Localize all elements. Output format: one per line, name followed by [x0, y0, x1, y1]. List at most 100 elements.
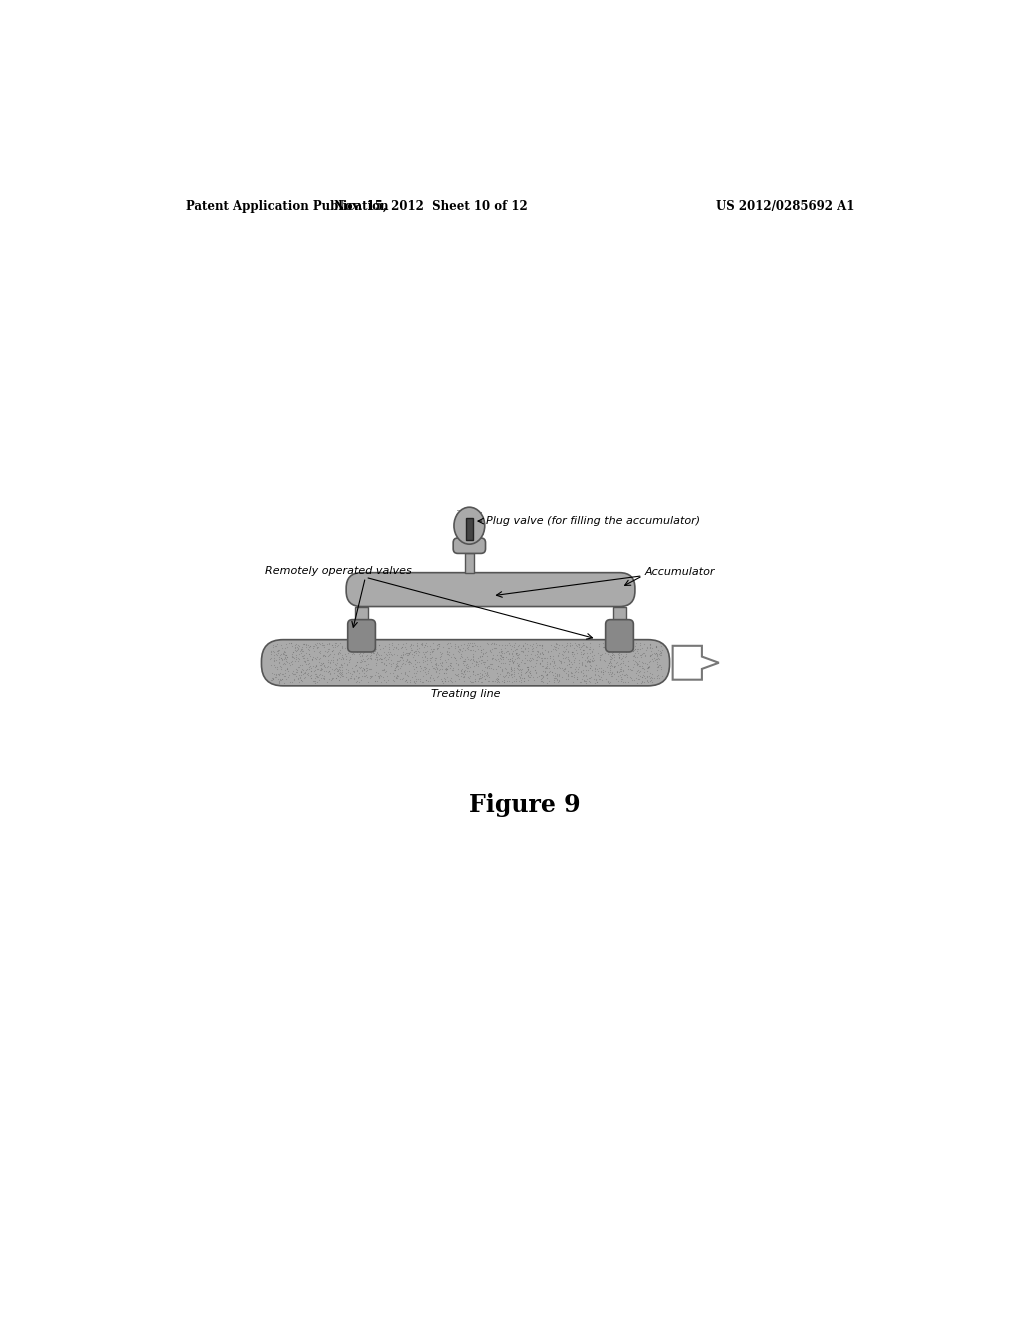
- Point: [433, 578, 450, 599]
- Point: [548, 639, 564, 660]
- Point: [542, 565, 558, 586]
- Point: [366, 643, 382, 664]
- Point: [456, 583, 472, 605]
- Point: [586, 649, 602, 671]
- Point: [530, 579, 547, 601]
- Point: [456, 533, 472, 554]
- Point: [381, 636, 397, 657]
- Point: [581, 649, 597, 671]
- Point: [472, 517, 488, 539]
- Point: [361, 590, 378, 611]
- Point: [400, 589, 417, 610]
- Point: [537, 639, 553, 660]
- Point: [378, 581, 394, 602]
- Point: [460, 593, 476, 614]
- Point: [355, 634, 372, 655]
- Point: [561, 589, 578, 610]
- Point: [581, 639, 597, 660]
- Point: [492, 583, 508, 605]
- Point: [453, 513, 469, 535]
- Point: [431, 586, 447, 607]
- Point: [357, 565, 374, 586]
- Point: [603, 639, 620, 660]
- Point: [550, 581, 566, 602]
- Point: [273, 635, 290, 656]
- Point: [560, 645, 577, 667]
- Point: [380, 669, 396, 690]
- Point: [486, 572, 503, 593]
- Point: [519, 656, 536, 677]
- Point: [439, 585, 456, 606]
- Point: [407, 565, 423, 586]
- Point: [617, 622, 634, 643]
- Point: [602, 618, 618, 639]
- Point: [456, 665, 472, 686]
- Point: [532, 671, 549, 692]
- Point: [436, 583, 453, 605]
- Point: [617, 572, 634, 593]
- Point: [578, 653, 594, 675]
- Point: [601, 566, 617, 587]
- Point: [604, 647, 621, 668]
- Point: [599, 583, 615, 605]
- Point: [508, 578, 524, 599]
- Point: [608, 623, 625, 644]
- Point: [560, 572, 577, 593]
- Point: [577, 593, 593, 614]
- Point: [395, 593, 412, 614]
- Point: [352, 618, 369, 639]
- Point: [437, 566, 454, 587]
- Point: [578, 672, 594, 693]
- Point: [382, 568, 398, 589]
- Point: [431, 585, 447, 606]
- Point: [312, 642, 329, 663]
- Point: [542, 590, 558, 611]
- Point: [615, 635, 632, 656]
- Point: [471, 506, 487, 527]
- Point: [299, 639, 315, 660]
- Point: [303, 648, 319, 669]
- Point: [615, 615, 632, 636]
- Point: [476, 581, 493, 602]
- Point: [268, 667, 285, 688]
- Point: [361, 623, 378, 644]
- Point: [377, 647, 393, 668]
- Point: [397, 669, 414, 690]
- Point: [553, 569, 569, 590]
- Point: [500, 667, 516, 688]
- Point: [626, 644, 642, 665]
- Point: [562, 590, 579, 611]
- Point: [424, 573, 440, 594]
- Point: [444, 586, 461, 607]
- Point: [412, 585, 428, 606]
- Point: [506, 671, 522, 692]
- Point: [607, 624, 624, 645]
- Point: [400, 566, 417, 587]
- Point: [431, 642, 447, 663]
- Point: [459, 593, 475, 614]
- Point: [355, 624, 372, 645]
- Point: [458, 570, 474, 591]
- Point: [273, 656, 290, 677]
- Point: [423, 568, 439, 589]
- Point: [541, 657, 557, 678]
- Point: [457, 587, 473, 609]
- Point: [516, 638, 532, 659]
- Point: [349, 581, 366, 602]
- Point: [316, 644, 333, 665]
- Point: [313, 665, 330, 686]
- Point: [505, 589, 521, 610]
- Point: [615, 589, 632, 610]
- Point: [630, 639, 646, 660]
- Point: [341, 649, 357, 671]
- Point: [440, 579, 457, 601]
- Point: [529, 649, 546, 671]
- Point: [466, 515, 482, 536]
- Point: [560, 665, 577, 686]
- Point: [370, 572, 386, 593]
- Point: [447, 504, 464, 525]
- Point: [424, 576, 440, 597]
- Point: [346, 577, 362, 598]
- Point: [413, 569, 429, 590]
- Point: [535, 576, 551, 597]
